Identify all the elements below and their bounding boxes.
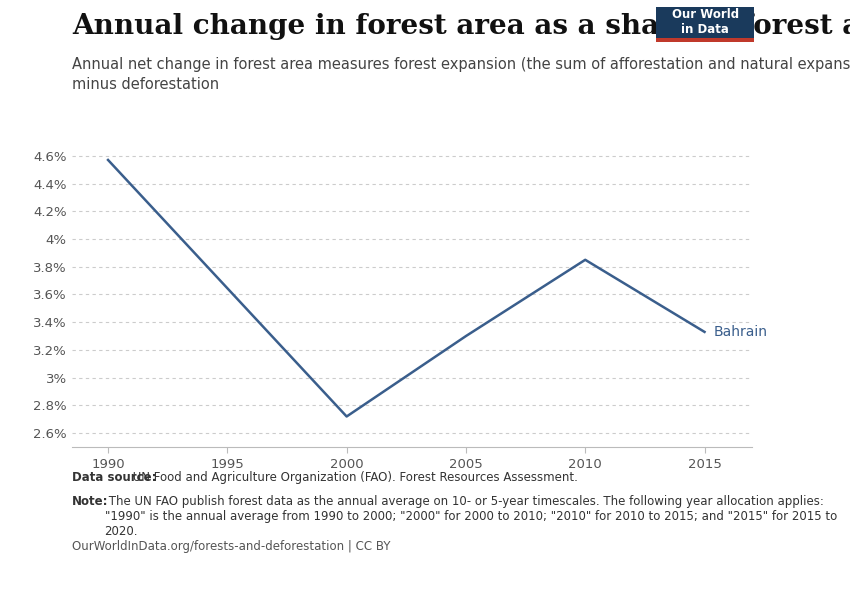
Text: Our World
in Data: Our World in Data bbox=[672, 8, 739, 36]
Text: The UN FAO publish forest data as the annual average on 10- or 5-year timescales: The UN FAO publish forest data as the an… bbox=[105, 495, 836, 538]
Text: Bahrain: Bahrain bbox=[714, 325, 768, 339]
Text: Data source:: Data source: bbox=[72, 471, 156, 484]
Text: OurWorldInData.org/forests-and-deforestation | CC BY: OurWorldInData.org/forests-and-deforesta… bbox=[72, 540, 391, 553]
Text: Annual change in forest area as a share of forest area: Annual change in forest area as a share … bbox=[72, 13, 850, 40]
Text: Annual net change in forest area measures forest expansion (the sum of afforesta: Annual net change in forest area measure… bbox=[72, 57, 850, 92]
Text: UN Food and Agriculture Organization (FAO). Forest Resources Assessment.: UN Food and Agriculture Organization (FA… bbox=[129, 471, 578, 484]
Text: Note:: Note: bbox=[72, 495, 109, 508]
